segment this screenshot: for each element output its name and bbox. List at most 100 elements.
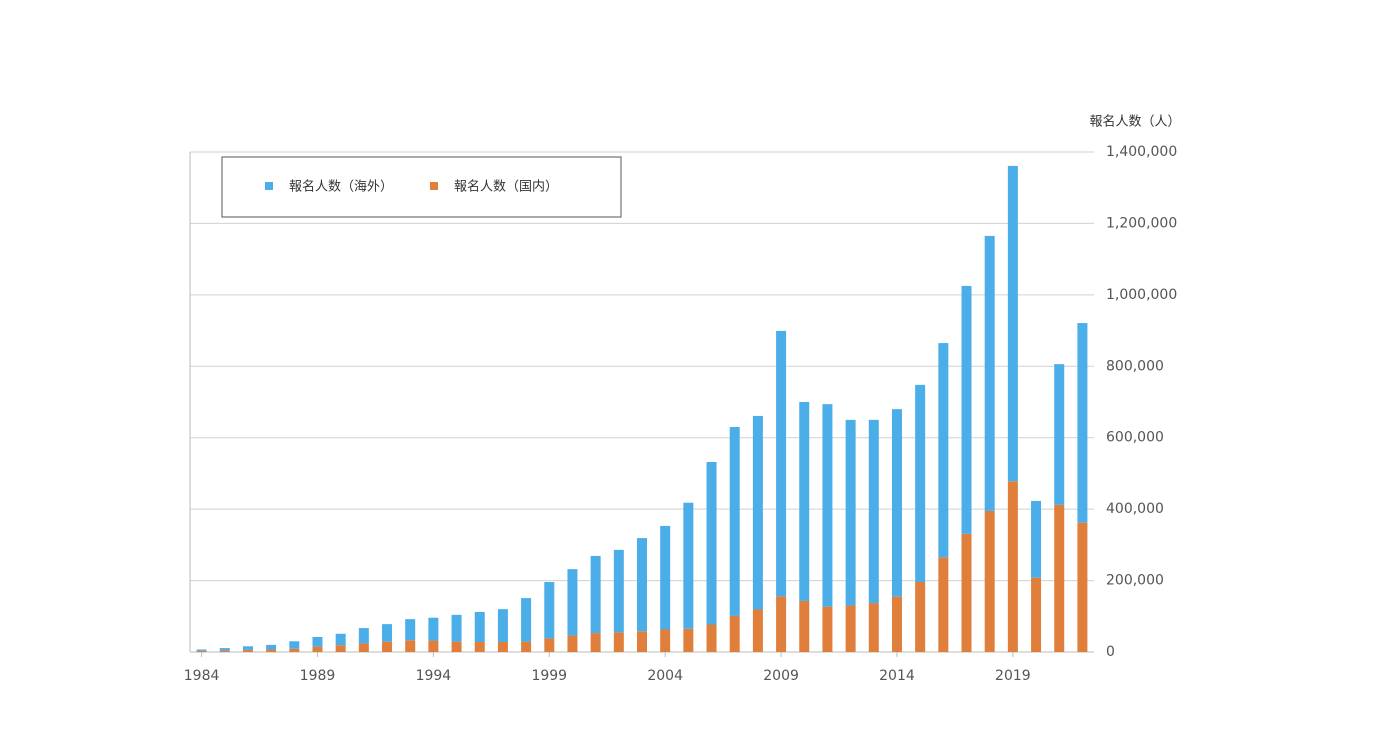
x-tick-label: 2009 (763, 668, 799, 684)
bar-segment (266, 649, 277, 652)
bar-segment (521, 598, 532, 642)
bar-segment (358, 628, 369, 644)
bar-segment (845, 605, 856, 652)
bar-segment (776, 596, 787, 652)
bar-segment (729, 615, 740, 652)
bar-segment (590, 633, 601, 652)
bar-segment (660, 629, 671, 652)
bar-segment (613, 632, 624, 652)
y-tick-label: 600,000 (1106, 430, 1164, 446)
bar-segment (428, 640, 439, 652)
bar-segment (891, 409, 902, 597)
x-tick-label: 2014 (879, 668, 915, 684)
bar-segment (1054, 504, 1065, 652)
x-tick-label: 1999 (531, 668, 567, 684)
y-tick-label: 0 (1106, 644, 1115, 660)
bar-segment (868, 419, 879, 604)
y-tick-label: 1,000,000 (1106, 287, 1177, 303)
bar-segment (938, 343, 949, 558)
bar-segment (451, 641, 462, 652)
bar-segment (706, 462, 717, 625)
bar-segment (428, 617, 439, 641)
bar-segment (822, 606, 833, 652)
bar-segment (660, 525, 671, 630)
bar-segment (868, 603, 879, 652)
y-tick-label: 1,200,000 (1106, 215, 1177, 231)
bar-segment (915, 582, 926, 652)
bar-segment (289, 641, 300, 649)
bar-segment (382, 624, 393, 642)
bar-segment (590, 555, 601, 634)
bar-segment (1077, 522, 1088, 652)
bar-segment (312, 646, 323, 652)
x-tick-label: 1994 (416, 668, 452, 684)
bar-segment (474, 642, 485, 652)
y-tick-label: 200,000 (1106, 573, 1164, 589)
bar-segment (567, 635, 578, 652)
bar-segment (961, 285, 972, 534)
bar-segment (196, 649, 207, 651)
bar-segment (405, 619, 416, 641)
bar-segment (382, 641, 393, 652)
y-tick-label: 400,000 (1106, 501, 1164, 517)
bar-segment (915, 384, 926, 582)
bar-segment (242, 646, 253, 650)
bar-segment (752, 609, 763, 652)
x-tick-label: 1989 (300, 668, 336, 684)
bar-segment (822, 404, 833, 607)
legend-label: 報名人数（国内） (454, 179, 558, 195)
bar-segment (683, 502, 694, 629)
bar-segment (1077, 323, 1088, 523)
bar-segment (729, 427, 740, 616)
bar-segment (799, 402, 810, 601)
legend-swatch (265, 182, 273, 190)
x-tick-label: 2004 (647, 668, 683, 684)
legend-label: 報名人数（海外） (289, 179, 393, 195)
bar-segment (845, 419, 856, 606)
bar-segment (1031, 577, 1042, 652)
bar-segment (242, 649, 253, 652)
y-axis-title: 報名人数（人） (1089, 114, 1180, 130)
bar-segment (1031, 500, 1042, 578)
y-tick-label: 1,400,000 (1106, 144, 1177, 160)
bar-segment (497, 642, 508, 652)
bar-segment (637, 538, 647, 632)
x-tick-label: 1984 (184, 668, 220, 684)
bar-segment (891, 596, 902, 652)
bar-segment (358, 643, 369, 652)
bar-segment (984, 235, 995, 511)
bar-segment (521, 641, 532, 652)
bar-segment (335, 645, 346, 652)
bar-segment (706, 624, 717, 652)
bar-segment (567, 569, 578, 636)
legend-swatch (430, 182, 438, 190)
bar-segment (799, 600, 810, 652)
bar-segment (451, 614, 462, 642)
bar-segment (544, 582, 555, 639)
bar-segment (752, 415, 763, 610)
bar-segment (335, 633, 346, 646)
bar-segment (219, 648, 230, 651)
bar-segment (196, 650, 207, 652)
x-tick-label: 2019 (995, 668, 1031, 684)
bar-segment (637, 631, 647, 652)
bar-segment (289, 648, 300, 652)
y-tick-label: 800,000 (1106, 358, 1164, 374)
bar-segment (776, 330, 787, 597)
bar-segment (938, 557, 949, 652)
bar-segment (961, 533, 972, 652)
bar-segment (984, 510, 995, 652)
bar-segment (266, 644, 277, 650)
bar-segment (497, 609, 508, 642)
bar-segment (219, 650, 230, 652)
bar-segment (1054, 364, 1065, 505)
bar-segment (1007, 481, 1018, 652)
bar-segment (613, 549, 624, 633)
bar-segment (683, 628, 694, 652)
bar-segment (1007, 165, 1018, 482)
bar-segment (544, 638, 555, 652)
bar-segment (474, 612, 485, 642)
legend-box (221, 156, 622, 218)
bar-segment (405, 640, 416, 652)
